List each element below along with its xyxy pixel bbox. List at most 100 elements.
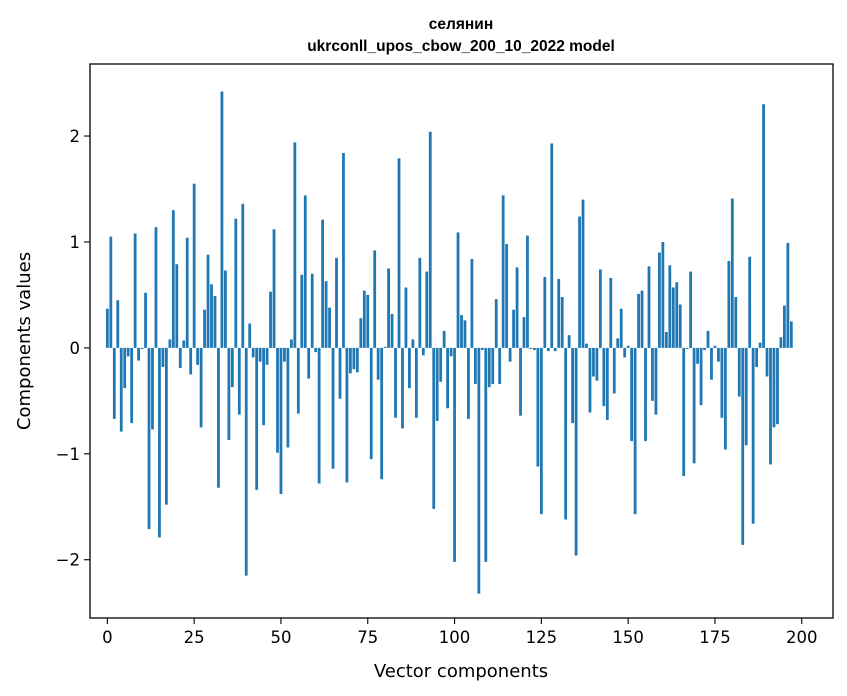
bar	[744, 347, 748, 446]
bar	[588, 347, 592, 413]
bar	[474, 347, 477, 384]
bar	[720, 347, 724, 418]
bar	[258, 347, 262, 362]
bar	[505, 244, 509, 348]
bar	[248, 323, 252, 348]
bar	[623, 347, 627, 358]
bar	[550, 143, 554, 348]
y-tick-label: −1	[56, 445, 80, 464]
bar	[651, 347, 654, 401]
bar	[668, 265, 672, 348]
bar	[470, 258, 474, 348]
bar	[251, 347, 255, 358]
bar	[536, 347, 540, 467]
bar	[338, 347, 342, 399]
bar	[539, 347, 543, 515]
bar	[237, 347, 241, 415]
bar	[446, 347, 449, 409]
bar	[637, 293, 640, 348]
bar	[713, 345, 717, 348]
bar	[619, 308, 623, 348]
bar	[453, 347, 456, 562]
bar	[133, 233, 137, 348]
bar	[321, 219, 325, 348]
bar	[696, 347, 699, 364]
x-axis-ticks: 0 25 50 75 100 125 150 175 200	[102, 618, 818, 647]
bar	[279, 347, 283, 495]
bar	[151, 347, 154, 430]
bar	[585, 343, 588, 348]
bar	[203, 309, 206, 348]
bar	[408, 347, 411, 389]
bar	[210, 284, 213, 348]
bar	[519, 347, 522, 416]
bar	[335, 257, 338, 348]
bar	[616, 338, 620, 348]
bar	[734, 297, 738, 348]
bar	[116, 300, 120, 348]
bar	[508, 347, 512, 362]
bar	[283, 347, 286, 362]
bar	[411, 339, 415, 348]
bar	[286, 347, 290, 448]
bar	[515, 267, 519, 348]
bar	[772, 347, 776, 428]
bar	[737, 347, 741, 397]
bar	[126, 347, 130, 357]
bar	[119, 347, 123, 432]
bar	[467, 347, 470, 419]
bar	[262, 347, 265, 426]
bar	[230, 347, 234, 388]
bar	[189, 347, 193, 375]
bar	[633, 347, 637, 515]
bar	[144, 292, 147, 348]
bar	[557, 279, 561, 348]
bar	[717, 347, 720, 362]
bar	[345, 347, 349, 483]
bar	[491, 347, 495, 384]
bar	[494, 299, 498, 348]
bar	[380, 347, 384, 480]
y-axis-ticks: −2 −1 0 1 2	[56, 127, 90, 570]
bar	[501, 195, 505, 348]
bar	[220, 91, 224, 348]
bar	[748, 256, 752, 348]
bar	[723, 347, 727, 450]
bar	[758, 342, 762, 348]
bar	[765, 347, 769, 377]
bar	[692, 347, 696, 464]
bar	[289, 339, 293, 348]
x-tick-label: 125	[526, 628, 558, 647]
x-tick-label: 50	[270, 628, 291, 647]
bar	[442, 330, 446, 348]
bar	[609, 277, 613, 348]
bar	[595, 347, 599, 381]
bar	[480, 347, 484, 351]
bar	[296, 347, 300, 414]
bar	[685, 347, 689, 349]
bar	[217, 347, 220, 488]
bar	[664, 332, 668, 348]
bar	[414, 347, 418, 418]
bar	[602, 347, 606, 407]
bar	[529, 347, 533, 349]
chart-subtitle: ukrconll_upos_cbow_200_10_2022 model	[307, 38, 615, 55]
bar	[605, 347, 609, 420]
bar	[435, 347, 439, 421]
bar	[293, 142, 297, 348]
bar	[456, 232, 460, 348]
bar	[776, 347, 779, 425]
bar	[383, 346, 387, 348]
bar	[630, 347, 634, 442]
bar	[390, 313, 394, 348]
bar	[147, 347, 151, 530]
bars-layer	[105, 91, 793, 594]
bar	[421, 347, 425, 356]
bar	[349, 347, 352, 374]
bar	[317, 347, 321, 484]
bar	[640, 290, 644, 348]
bar	[439, 347, 443, 382]
y-tick-label: −2	[56, 551, 80, 570]
bar	[581, 199, 585, 348]
x-tick-label: 100	[439, 628, 471, 647]
